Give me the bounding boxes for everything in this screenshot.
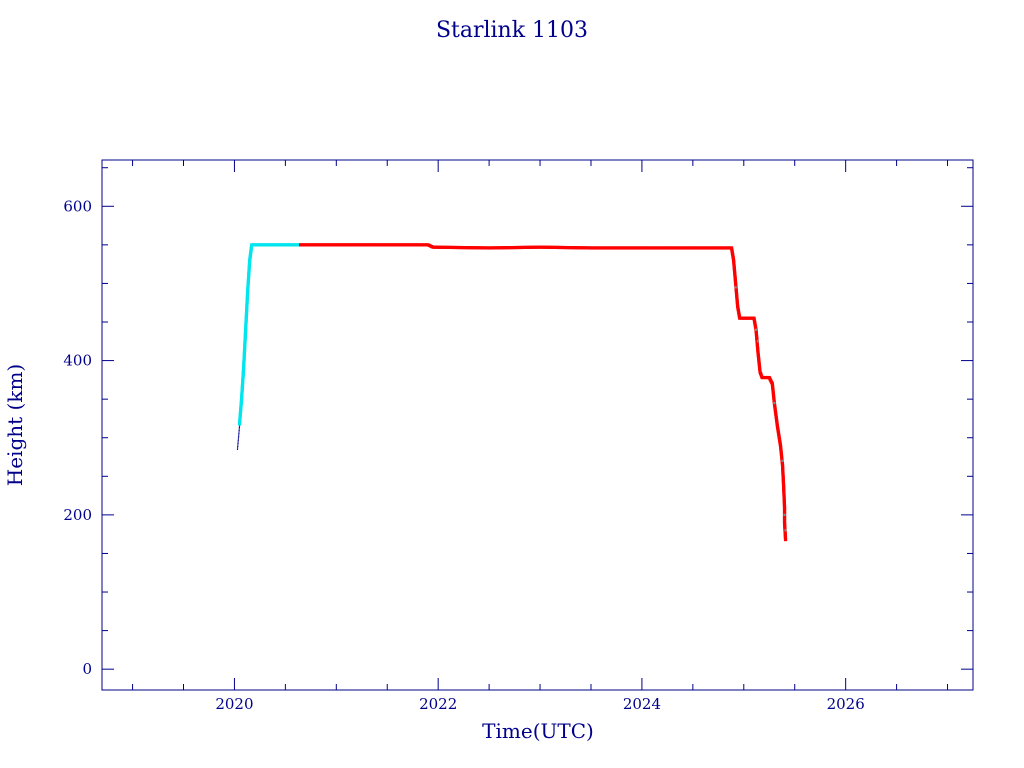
plot-frame xyxy=(101,159,974,691)
data-point xyxy=(238,428,240,430)
data-point xyxy=(734,286,737,289)
y-tick-label: 600 xyxy=(63,197,92,215)
data-point xyxy=(783,513,786,516)
x-axis-label: Time(UTC) xyxy=(482,719,594,743)
data-point xyxy=(237,442,239,445)
data-point xyxy=(237,447,239,449)
series-raising xyxy=(237,243,303,426)
y-tick-label: 200 xyxy=(63,506,92,524)
series-operational xyxy=(299,243,788,542)
data-point xyxy=(238,427,240,429)
y-axis-label: Height (km) xyxy=(3,364,27,486)
data-point xyxy=(781,459,784,462)
data-point xyxy=(237,437,240,439)
data-points xyxy=(236,243,788,542)
tick-labels: 2020 2022 2024 2026 0 200 400 600 xyxy=(63,197,864,713)
data-point xyxy=(756,340,760,343)
tick-marks xyxy=(102,160,973,690)
data-point xyxy=(754,328,758,331)
x-tick-label: 2022 xyxy=(419,695,457,713)
data-point xyxy=(784,529,787,532)
x-tick-label: 2020 xyxy=(215,695,253,713)
data-point xyxy=(237,440,239,442)
x-tick-label: 2024 xyxy=(623,695,661,713)
chart-title: Starlink 1103 xyxy=(436,18,588,43)
y-tick-label: 400 xyxy=(63,352,92,370)
data-point xyxy=(237,441,239,443)
x-tick-label: 2026 xyxy=(827,695,865,713)
data-point xyxy=(237,445,239,448)
data-point xyxy=(238,431,240,433)
data-point xyxy=(773,401,776,405)
data-point xyxy=(238,434,240,436)
y-tick-label: 0 xyxy=(82,660,92,678)
data-point xyxy=(238,425,241,427)
data-point xyxy=(238,432,240,434)
data-point xyxy=(237,438,239,440)
data-point xyxy=(236,448,239,450)
data-point xyxy=(783,537,788,542)
series-initial xyxy=(236,425,241,450)
series-secondary_marker xyxy=(734,286,787,532)
data-point xyxy=(238,429,240,432)
data-point xyxy=(238,435,240,437)
data-point xyxy=(237,444,239,446)
